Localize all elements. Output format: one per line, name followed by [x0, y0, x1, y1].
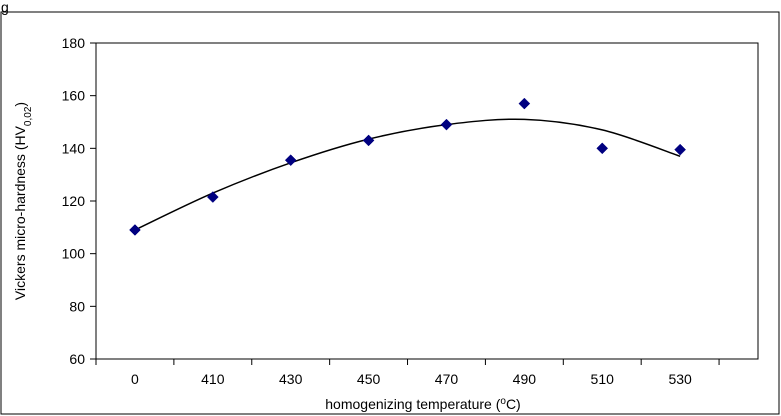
data-point-450 [362, 134, 375, 147]
y-tick-label: 140 [62, 140, 86, 156]
y-axis-title-subscript: 0,02 [23, 106, 34, 126]
x-axis-title-main: homogenizing temperature ( [325, 396, 500, 412]
y-axis-title: Vickers micro-hardness (HV0,02) [12, 102, 34, 300]
x-axis-title: homogenizing temperature (oC) [325, 396, 520, 413]
y-tick-label: 100 [62, 246, 86, 262]
y-axis: 60 80 100 120 140 160 180 [62, 35, 96, 367]
x-axis-title-superscript: o [500, 396, 506, 407]
y-axis-title-main: Vickers micro-hardness (HV [12, 125, 28, 300]
data-point-530 [674, 143, 686, 156]
data-point-490 [518, 97, 531, 110]
x-tick-label: 410 [201, 371, 225, 387]
y-tick-label: 60 [69, 351, 85, 367]
x-axis-title-tail: C) [506, 396, 521, 412]
x-tick-label: 430 [279, 371, 303, 387]
x-tick-label: 490 [513, 371, 537, 387]
trendline-curve [134, 118, 681, 231]
trendline-layer [134, 118, 681, 231]
x-tick-label: 470 [435, 371, 459, 387]
y-axis-title-tail: ) [12, 102, 28, 107]
x-tick-label: 450 [357, 371, 381, 387]
x-tick-label: 0 [131, 371, 139, 387]
x-tick-label: 510 [591, 371, 615, 387]
chart-area-border [0, 11, 780, 415]
y-tick-label: 80 [69, 298, 85, 314]
data-point-410 [206, 191, 219, 203]
x-tick-label: 530 [668, 371, 692, 387]
x-axis: 0 410 430 450 470 490 510 530 [95, 359, 720, 387]
y-tick-label: 160 [62, 88, 86, 104]
data-points-layer [129, 97, 686, 236]
y-tick-label: 180 [62, 35, 86, 51]
data-point-0 [129, 224, 141, 236]
data-point-470 [440, 118, 453, 131]
data-point-510 [596, 142, 609, 155]
data-point-430 [284, 154, 297, 167]
cropped-title-fragment: g [1, 0, 9, 15]
y-tick-label: 120 [62, 193, 86, 209]
